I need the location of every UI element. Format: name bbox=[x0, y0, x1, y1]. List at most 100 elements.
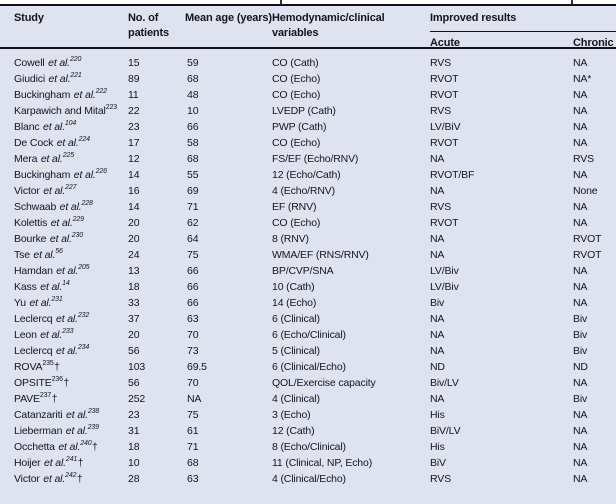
page-margin-strip bbox=[0, 0, 616, 4]
patients-cell: 23 bbox=[128, 121, 140, 133]
age-cell: 68 bbox=[187, 457, 199, 469]
chronic-result-cell: NA bbox=[573, 425, 588, 437]
study-name: Occhetta bbox=[14, 441, 55, 453]
patients-cell: 22 bbox=[128, 105, 140, 117]
header-improved-group: Improved results Acute Chronic bbox=[430, 11, 616, 51]
study-cell: OPSITE236† bbox=[14, 375, 128, 391]
age-cell: 75 bbox=[187, 409, 199, 421]
table-row: Kolettis et al.229 20 62 CO (Echo) RVOT N… bbox=[0, 215, 616, 231]
chronic-result-cell: None bbox=[573, 185, 598, 197]
study-reference-superscript: 224 bbox=[78, 135, 90, 143]
variables-cell: WMA/EF (RNS/RNV) bbox=[272, 249, 369, 261]
variables-cell: 14 (Echo) bbox=[272, 297, 317, 309]
study-name: Bourke bbox=[14, 233, 47, 245]
acute-result-cell: RVOT bbox=[430, 89, 459, 101]
age-cell: 73 bbox=[187, 345, 199, 357]
study-etal: et al. bbox=[50, 217, 73, 229]
age-cell: 71 bbox=[187, 201, 199, 213]
patients-cell: 23 bbox=[128, 409, 140, 421]
study-reference-superscript: 234 bbox=[77, 343, 90, 351]
variables-cell: QOL/Exercise capacity bbox=[272, 377, 376, 389]
study-cell: Lieberman et al.239 bbox=[14, 423, 128, 439]
chronic-result-cell: NA bbox=[573, 137, 588, 149]
study-cell: ROVA235† bbox=[14, 359, 128, 375]
study-name: Buckingham bbox=[14, 89, 71, 101]
age-cell: 58 bbox=[187, 137, 199, 149]
chronic-result-cell: NA bbox=[573, 89, 588, 101]
table-row: PAVE237† 252 NA 4 (Clinical) NA Biv bbox=[0, 391, 616, 407]
table-row: Karpawich and Mital223 22 10 LVEDP (Cath… bbox=[0, 103, 616, 119]
study-name: Buckingham bbox=[14, 169, 71, 181]
study-name: OPSITE bbox=[14, 377, 52, 389]
variables-cell: 8 (RNV) bbox=[272, 233, 309, 245]
age-cell: 66 bbox=[187, 281, 199, 293]
chronic-result-cell: NA* bbox=[573, 73, 592, 85]
patients-cell: 24 bbox=[128, 249, 140, 261]
variables-cell: 11 (Clinical, NP, Echo) bbox=[272, 457, 373, 469]
study-dagger: † bbox=[54, 361, 60, 373]
table-row: Giudici et al.221 89 68 CO (Echo) RVOT NA… bbox=[0, 71, 616, 87]
acute-result-cell: RVOT bbox=[430, 217, 459, 229]
table-header: Study No. of patients Mean age (years) H… bbox=[0, 6, 616, 49]
patients-cell: 18 bbox=[128, 281, 140, 293]
table-row: ROVA235† 103 69.5 6 (Clinical/Echo) ND N… bbox=[0, 359, 616, 375]
table-row: Tse et al.56 24 75 WMA/EF (RNS/RNV) NA RV… bbox=[0, 247, 616, 263]
study-dagger: † bbox=[51, 393, 58, 405]
chronic-result-cell: NA bbox=[573, 281, 588, 293]
study-etal: et al. bbox=[73, 89, 96, 101]
age-cell: 71 bbox=[187, 441, 199, 453]
chronic-result-cell: NA bbox=[573, 441, 588, 453]
study-reference-superscript: 205 bbox=[78, 263, 90, 271]
study-reference-superscript: 227 bbox=[65, 183, 77, 191]
table-row: Yu et al.231 33 66 14 (Echo) Biv NA bbox=[0, 295, 616, 311]
variables-cell: 3 (Echo) bbox=[272, 409, 311, 421]
study-cell: Catanzariti et al.238 bbox=[14, 407, 128, 423]
patients-cell: 17 bbox=[128, 137, 140, 149]
header-age: Mean age (years) bbox=[185, 12, 272, 24]
variables-cell: EF (RNV) bbox=[272, 201, 317, 213]
table-row: Buckingham et al.222 11 48 CO (Echo) RVOT… bbox=[0, 87, 616, 103]
header-improved-subheads: Acute Chronic bbox=[430, 32, 616, 51]
patients-cell: 10 bbox=[128, 457, 140, 469]
acute-result-cell: His bbox=[430, 409, 445, 421]
table-row: Kass et al.14 18 66 10 (Cath) LV/Biv NA bbox=[0, 279, 616, 295]
study-etal: et al. bbox=[29, 297, 52, 309]
column-tick-mark bbox=[280, 0, 282, 4]
age-cell: 75 bbox=[187, 249, 199, 261]
table-row: Leclercq et al.234 56 73 5 (Clinical) NA … bbox=[0, 343, 616, 359]
acute-result-cell: LV/BiV bbox=[430, 121, 461, 133]
study-reference-superscript: 231 bbox=[51, 295, 63, 303]
chronic-result-cell: NA bbox=[573, 473, 588, 485]
acute-result-cell: RVOT bbox=[430, 137, 459, 149]
study-etal: et al. bbox=[56, 345, 78, 357]
study-cell: Buckingham et al.222 bbox=[14, 87, 128, 103]
study-name: Hoijer bbox=[14, 457, 41, 469]
patients-cell: 14 bbox=[128, 201, 140, 213]
study-name: Karpawich and Mital bbox=[14, 105, 106, 117]
study-cell: De Cock et al.224 bbox=[14, 135, 128, 151]
chronic-result-cell: RVOT bbox=[573, 249, 602, 261]
patients-cell: 20 bbox=[128, 217, 140, 229]
study-name: Hamdan bbox=[14, 265, 53, 277]
study-name: Leclercq bbox=[14, 313, 53, 325]
study-name: Leclercq bbox=[14, 345, 53, 357]
study-cell: Tse et al.56 bbox=[14, 247, 128, 263]
patients-cell: 252 bbox=[128, 393, 146, 405]
study-name: Cowell bbox=[14, 57, 45, 69]
study-reference-superscript: 230 bbox=[71, 231, 83, 239]
age-cell: NA bbox=[187, 393, 202, 405]
study-reference-superscript: 232 bbox=[77, 311, 90, 319]
study-name: Victor bbox=[14, 473, 40, 485]
variables-cell: FS/EF (Echo/RNV) bbox=[272, 153, 359, 165]
study-name: Lieberman bbox=[14, 425, 63, 437]
patients-cell: 13 bbox=[128, 265, 140, 277]
study-cell: Schwaab et al.228 bbox=[14, 199, 128, 215]
study-name: Kass bbox=[14, 281, 37, 293]
table-row: Hamdan et al.205 13 66 BP/CVP/SNA LV/Biv … bbox=[0, 263, 616, 279]
study-name: Yu bbox=[14, 297, 26, 309]
table-row: Blanc et al.104 23 66 PWP (Cath) LV/BiV N… bbox=[0, 119, 616, 135]
variables-cell: 10 (Cath) bbox=[272, 281, 315, 293]
study-cell: Kass et al.14 bbox=[14, 279, 128, 295]
variables-cell: 4 (Clinical/Echo) bbox=[272, 473, 346, 485]
acute-result-cell: RVS bbox=[430, 57, 451, 69]
